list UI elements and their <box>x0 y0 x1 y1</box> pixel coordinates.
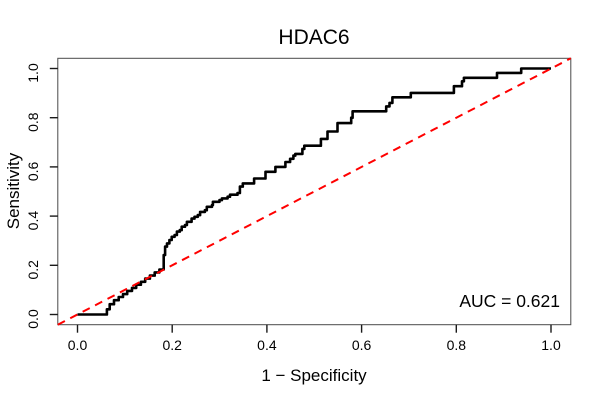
y-axis-ticks: 0.0 0.2 0.4 0.6 0.8 1.0 <box>25 63 58 329</box>
y-tick-label: 0.4 <box>25 211 41 231</box>
x-tick-label: 0.6 <box>352 337 372 353</box>
y-tick-label: 0.8 <box>25 112 41 132</box>
chart-title: HDAC6 <box>278 26 349 49</box>
x-tick-label: 0.8 <box>447 337 467 353</box>
x-axis-label: 1 − Specificity <box>261 366 367 385</box>
y-tick-label: 1.0 <box>25 63 41 83</box>
x-tick-label: 0.2 <box>162 337 182 353</box>
series-group <box>57 57 572 326</box>
x-tick-label: 0.0 <box>68 337 88 353</box>
x-tick-label: 0.4 <box>257 337 277 353</box>
y-axis-label: Sensitivity <box>4 152 23 229</box>
chance-diagonal <box>57 57 572 326</box>
y-tick-label: 0.6 <box>25 161 41 181</box>
roc-curve <box>77 67 551 316</box>
plot-frame <box>57 57 572 326</box>
y-tick-label: 0.0 <box>25 309 41 329</box>
x-tick-label: 1.0 <box>541 337 561 353</box>
x-axis-ticks: 0.0 0.2 0.4 0.6 0.8 1.0 <box>68 324 561 353</box>
auc-annotation: AUC = 0.621 <box>459 291 560 311</box>
y-tick-label: 0.2 <box>25 260 41 280</box>
